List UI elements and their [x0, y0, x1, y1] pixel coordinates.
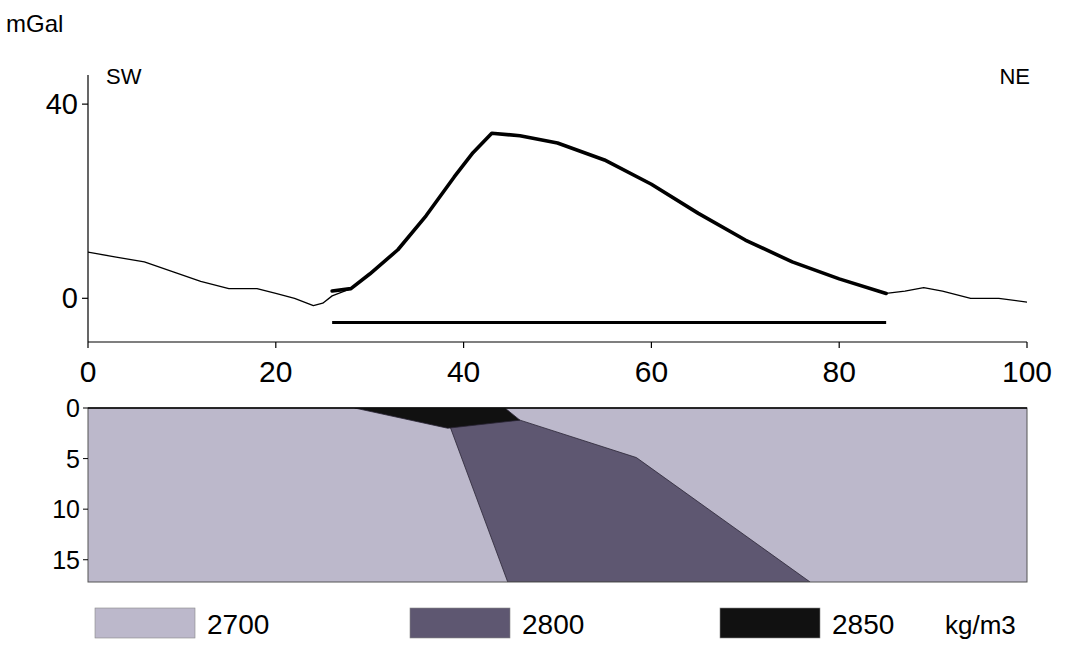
x-axis: [88, 341, 1027, 342]
x-tick: [275, 342, 276, 348]
legend-swatch: [95, 608, 195, 638]
x-tick: [839, 342, 840, 348]
legend-swatch: [410, 608, 510, 638]
model-curve: [332, 133, 886, 293]
section-area: [88, 408, 1027, 582]
legend-label: 2850: [832, 609, 894, 640]
x-tick-label: 100: [1002, 355, 1052, 388]
legend-label: 2700: [207, 609, 269, 640]
y-tick: [82, 104, 88, 105]
model-extent: [332, 321, 886, 324]
depth-tick: [83, 509, 88, 510]
legend-unit: kg/m3: [945, 610, 1016, 640]
x-tick-label: 80: [823, 355, 856, 388]
legend-swatch: [720, 608, 820, 638]
depth-tick: [83, 458, 88, 459]
figure: mGal SW NE 0 40 0 20 40 60 80 100 0 5 10 15 2700 2800 285…: [0, 0, 1068, 647]
depth-tick-label: 15: [52, 546, 80, 574]
x-tick: [651, 342, 652, 348]
x-tick: [1026, 342, 1027, 348]
density-body: [88, 408, 1027, 582]
y-axis: [87, 75, 88, 342]
x-tick: [87, 342, 88, 348]
depth-tick: [83, 559, 88, 560]
annotation: NE: [999, 64, 1030, 89]
depth-tick-label: 5: [66, 445, 80, 473]
x-tick: [463, 342, 464, 348]
section-frame: [88, 408, 1027, 582]
plot-area: [88, 133, 1027, 322]
surface-line: [88, 407, 1027, 409]
y-tick: [82, 298, 88, 299]
y-tick-label: 40: [46, 88, 78, 120]
x-tick-label: 0: [80, 355, 97, 388]
x-tick-label: 20: [259, 355, 292, 388]
y-tick-label: 0: [62, 282, 78, 314]
observed-curve: [88, 133, 1027, 305]
legend-label: 2800: [522, 609, 584, 640]
x-tick-label: 40: [447, 355, 480, 388]
x-tick-label: 60: [635, 355, 668, 388]
depth-tick-label: 0: [66, 394, 80, 422]
depth-tick: [83, 408, 88, 409]
depth-tick-label: 10: [52, 495, 80, 523]
annotation: SW: [106, 64, 142, 89]
y-axis-title: mGal: [6, 10, 63, 37]
density-body: [448, 420, 810, 582]
density-body: [355, 408, 520, 428]
